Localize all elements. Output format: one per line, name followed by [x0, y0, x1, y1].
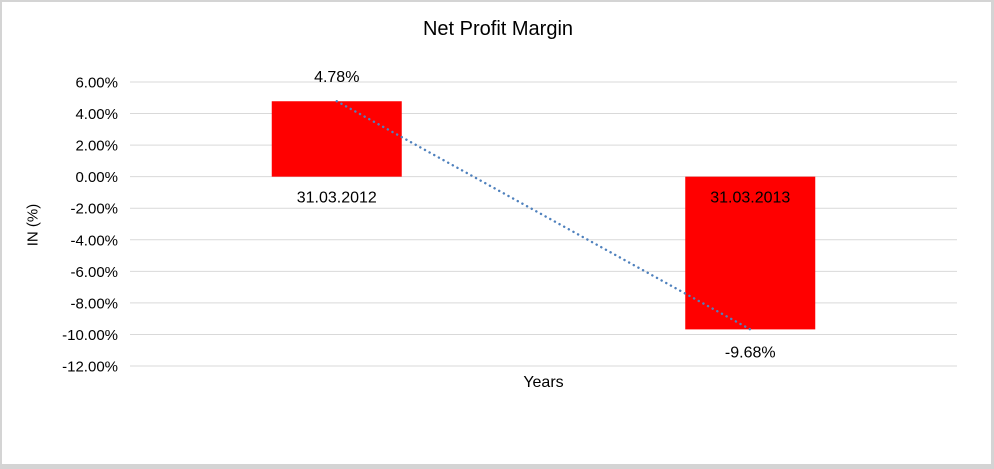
chart-title: Net Profit Margin	[422, 18, 574, 40]
y-tick-label: -8.00%	[70, 295, 118, 312]
y-tick-label: 6.00%	[75, 75, 118, 92]
y-tick-label: 0.00%	[75, 169, 118, 186]
x-axis-title: Years	[523, 374, 564, 391]
y-tick-label: -10.00%	[62, 327, 118, 344]
y-tick-label: -4.00%	[70, 232, 118, 249]
y-tick-label: 2.00%	[75, 138, 118, 155]
data-label: -9.68%	[725, 344, 776, 361]
trendline	[335, 100, 752, 331]
bar	[271, 101, 402, 177]
y-tick-label: -6.00%	[70, 264, 118, 281]
y-axis-title: IN (%)	[24, 203, 42, 247]
y-tick-label: -2.00%	[70, 201, 118, 218]
y-tick-label: 4.00%	[75, 106, 118, 123]
data-label: 4.78%	[314, 69, 359, 86]
bar	[685, 176, 816, 330]
category-label: 31.03.2013	[710, 190, 790, 207]
category-label: 31.03.2012	[297, 190, 377, 207]
y-tick-label: -12.00%	[62, 359, 118, 376]
